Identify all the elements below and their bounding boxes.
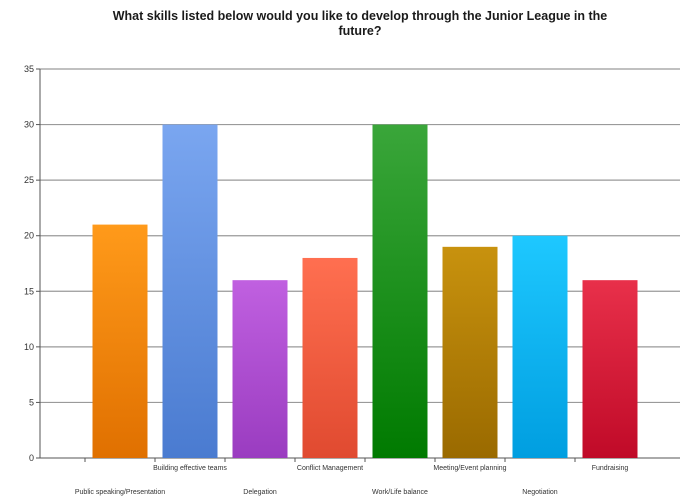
y-tick-label: 10	[24, 342, 34, 352]
x-category-label: Conflict Management	[297, 465, 363, 472]
bar-work-life-balance	[372, 124, 428, 459]
y-tick-label: 35	[24, 64, 34, 74]
chart-title-line-2: future?	[338, 24, 382, 38]
bar-delegation	[232, 280, 288, 458]
y-tick-label: 20	[24, 231, 34, 241]
x-category-label: Negotiation	[522, 489, 558, 496]
bar-meeting-event-planning	[442, 246, 498, 458]
chart-title-line-1: What skills listed below would you like …	[112, 9, 608, 23]
x-category-label: Meeting/Event planning	[433, 465, 506, 472]
bar-conflict-management	[302, 257, 358, 458]
y-tick-label: 30	[24, 120, 34, 130]
bar-negotiation	[512, 235, 568, 458]
x-category-label: Building effective teams	[153, 465, 227, 472]
bars	[92, 124, 638, 459]
x-category-label: Fundraising	[592, 465, 629, 472]
category-labels: Public speaking/Presentation Building eff…	[75, 465, 629, 496]
y-tick-label: 5	[29, 397, 34, 407]
axes: 0 5 10 15 20 25 30 35	[24, 64, 680, 463]
x-category-label: Delegation	[243, 489, 277, 496]
y-tick-label: 0	[29, 453, 34, 463]
bar-fundraising	[582, 280, 638, 458]
y-tick-label: 15	[24, 286, 34, 296]
x-category-label: Public speaking/Presentation	[75, 489, 165, 496]
bar-public-speaking-presentation	[92, 224, 148, 458]
bar-building-effective-teams	[162, 124, 218, 459]
chart-title: What skills listed below would you like …	[40, 9, 680, 39]
x-category-label: Work/Life balance	[372, 489, 428, 496]
y-tick-label: 25	[24, 175, 34, 185]
